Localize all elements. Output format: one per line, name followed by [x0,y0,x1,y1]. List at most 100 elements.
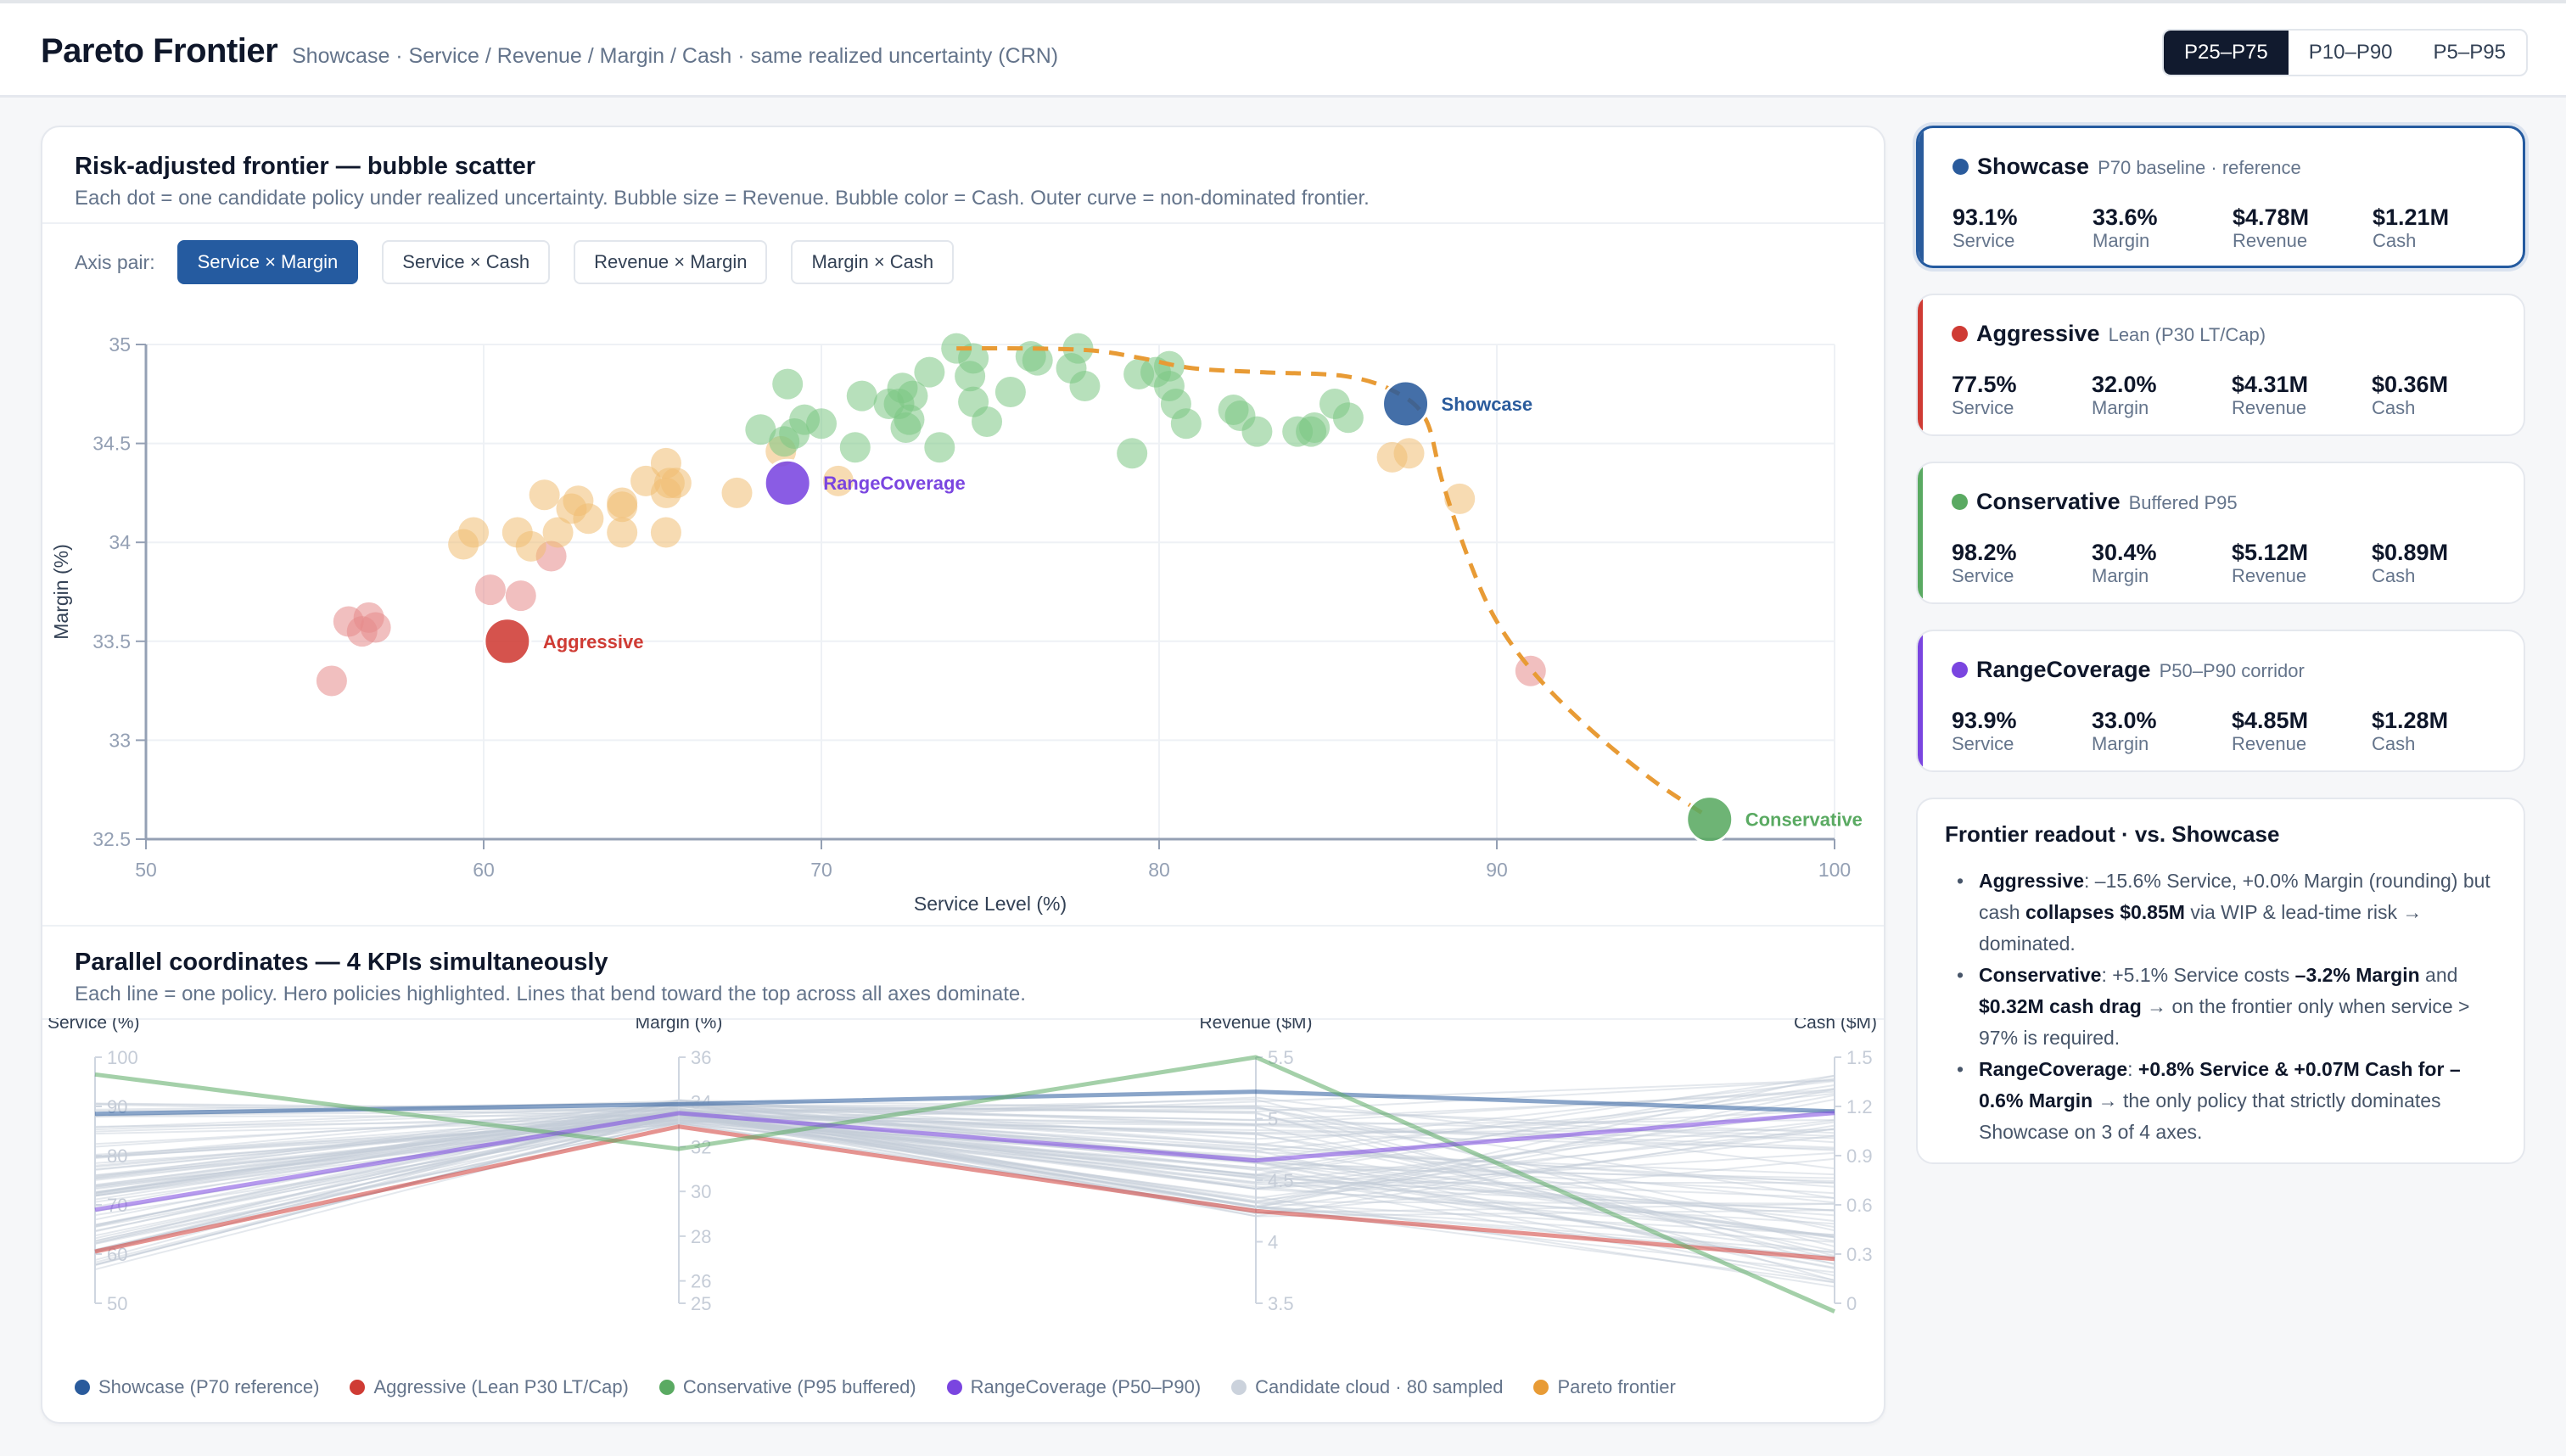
metric-label: Revenue [2232,565,2307,586]
candidate-line [94,1117,1835,1268]
hero-line-aggressive[interactable] [94,1124,1835,1262]
candidate-bubble[interactable] [660,468,692,499]
candidate-bubble[interactable] [607,517,638,548]
candidate-line [94,1113,1835,1258]
parallel-axis-title: Cash ($M) [1794,1018,1877,1033]
legend-label: Conservative (P95 buffered) [682,1376,916,1397]
candidate-line [94,1101,1835,1238]
candidate-line [94,1100,1835,1228]
candidate-bubble[interactable] [972,406,1003,437]
candidate-line [94,1102,1835,1217]
candidate-bubble[interactable] [458,517,490,548]
policy-tag: P50–P90 corridor [2159,660,2305,681]
axis-pair-revenue-margin[interactable]: Revenue × Margin [574,240,768,284]
legend-item-aggressive[interactable]: Aggressive (Lean P30 LT/Cap) [350,1376,629,1398]
candidate-bubble[interactable] [316,665,347,697]
x-tick-label: 50 [135,859,157,881]
parallel-tick-label: 28 [691,1226,711,1247]
candidate-bubble[interactable] [573,503,604,535]
candidate-bubble[interactable] [958,343,989,374]
metric-value: $4.85M [2232,708,2309,733]
divider [42,1018,1884,1020]
candidate-line [94,1090,1835,1187]
band-option-p10-p90[interactable]: P10–P90 [2308,41,2393,64]
candidate-bubble[interactable] [1393,438,1425,469]
candidate-bubble[interactable] [515,530,546,562]
candidate-bubble[interactable] [529,479,560,511]
hero-label-conservative: Conservative [1745,809,1863,831]
legend-item-conservative[interactable]: Conservative (P95 buffered) [658,1376,916,1398]
candidate-bubble[interactable] [839,432,871,463]
legend-item-candidate-cloud[interactable]: Candidate cloud · 80 sampled [1231,1376,1503,1398]
candidate-bubble[interactable] [924,432,955,463]
legend-item-pareto-frontier[interactable]: Pareto frontier [1533,1376,1676,1398]
candidate-bubble[interactable] [772,368,804,400]
candidate-bubble[interactable] [721,477,753,508]
candidate-bubble[interactable] [806,408,837,440]
candidate-line [94,1113,1835,1243]
candidate-line [94,1113,1835,1184]
candidate-bubble[interactable] [1069,370,1101,401]
candidate-bubble[interactable] [745,414,776,445]
candidate-bubble[interactable] [1299,412,1331,443]
policy-card-rangecoverage[interactable]: RangeCoverage P50–P90 corridor 93.9% Servi… [1916,630,2525,772]
band-option-p25-p75[interactable]: P25–P75 [2164,31,2289,75]
policy-color-dot [1952,494,1968,510]
candidate-bubble[interactable] [1444,483,1476,514]
candidate-bubble[interactable] [1117,438,1148,469]
axis-pair-service-margin[interactable]: Service × Margin [176,240,359,284]
candidate-bubble[interactable] [994,376,1026,407]
candidate-bubble[interactable] [474,574,506,606]
parallel-tick-label: 0.3 [1846,1244,1873,1265]
scatter-subtitle: Each dot = one candidate policy under re… [75,187,1370,210]
candidate-bubble[interactable] [542,517,574,548]
metric-cash: $0.89M Cash [2372,540,2512,587]
policy-card-aggressive[interactable]: Aggressive Lean (P30 LT/Cap) 77.5% Service… [1916,294,2525,436]
top-header: Pareto Frontier Showcase · Service / Rev… [0,0,2566,98]
hero-bubble-conservative[interactable] [1685,795,1734,844]
legend-label: RangeCoverage (P50–P90) [970,1376,1202,1397]
candidate-bubble[interactable] [360,612,391,643]
candidate-bubble[interactable] [1170,408,1202,440]
hero-label-rangecoverage: RangeCoverage [823,473,966,494]
metric-label: Cash [2372,565,2416,586]
legend-item-rangecoverage[interactable]: RangeCoverage (P50–P90) [946,1376,1202,1398]
hero-bubble-aggressive[interactable] [483,617,532,666]
metric-revenue: $5.12M Revenue [2232,540,2372,587]
bubble-scatter-chart: 50 60 70 80 90 100 32.5 33 33.5 34 34.5 35 Showcase… [50,333,1863,915]
candidate-bubble[interactable] [607,487,638,518]
candidate-bubble[interactable] [897,380,928,412]
legend-item-showcase[interactable]: Showcase (P70 reference) [75,1376,319,1398]
candidate-bubble[interactable] [914,356,945,388]
policy-name: RangeCoverage [1976,657,2151,682]
axis-pair-service-cash[interactable]: Service × Cash [382,240,551,284]
band-option-p5-p95[interactable]: P5–P95 [2433,41,2506,64]
candidate-bubble[interactable] [894,404,925,435]
x-tick-label: 90 [1486,859,1508,881]
axis-pair-margin-cash[interactable]: Margin × Cash [791,240,955,284]
hero-label-aggressive: Aggressive [543,631,644,652]
metric-margin: 30.4% Margin [2092,540,2232,587]
hero-line-conservative[interactable] [94,1055,1836,1313]
hero-bubble-showcase[interactable] [1381,379,1431,428]
hero-bubble-rangecoverage[interactable] [763,458,812,507]
candidate-bubble[interactable] [1022,344,1053,376]
y-tick-label: 35 [109,333,131,356]
candidate-bubble[interactable] [1332,402,1364,434]
hero-line-showcase[interactable] [94,1089,1835,1117]
policy-card-conservative[interactable]: Conservative Buffered P95 98.2% Service 30… [1916,462,2525,604]
policy-card-showcase[interactable]: Showcase P70 baseline · reference 93.1% Se… [1916,126,2525,268]
candidate-line [94,1111,1835,1190]
hero-line-rangecoverage[interactable] [94,1111,1835,1212]
candidate-line [94,1119,1835,1271]
parallel-tick-label: 4 [1268,1232,1278,1253]
candidate-bubble[interactable] [846,380,877,412]
parallel-tick-label: 0 [1846,1293,1857,1314]
candidate-bubble[interactable] [650,517,681,548]
candidate-bubble[interactable] [505,580,536,612]
metric-label: Service [1952,397,2014,418]
parallel-tick-label: 1.2 [1846,1096,1873,1117]
candidate-bubble[interactable] [1062,333,1094,364]
candidate-bubble[interactable] [1241,416,1273,447]
candidate-bubble[interactable] [822,465,854,496]
